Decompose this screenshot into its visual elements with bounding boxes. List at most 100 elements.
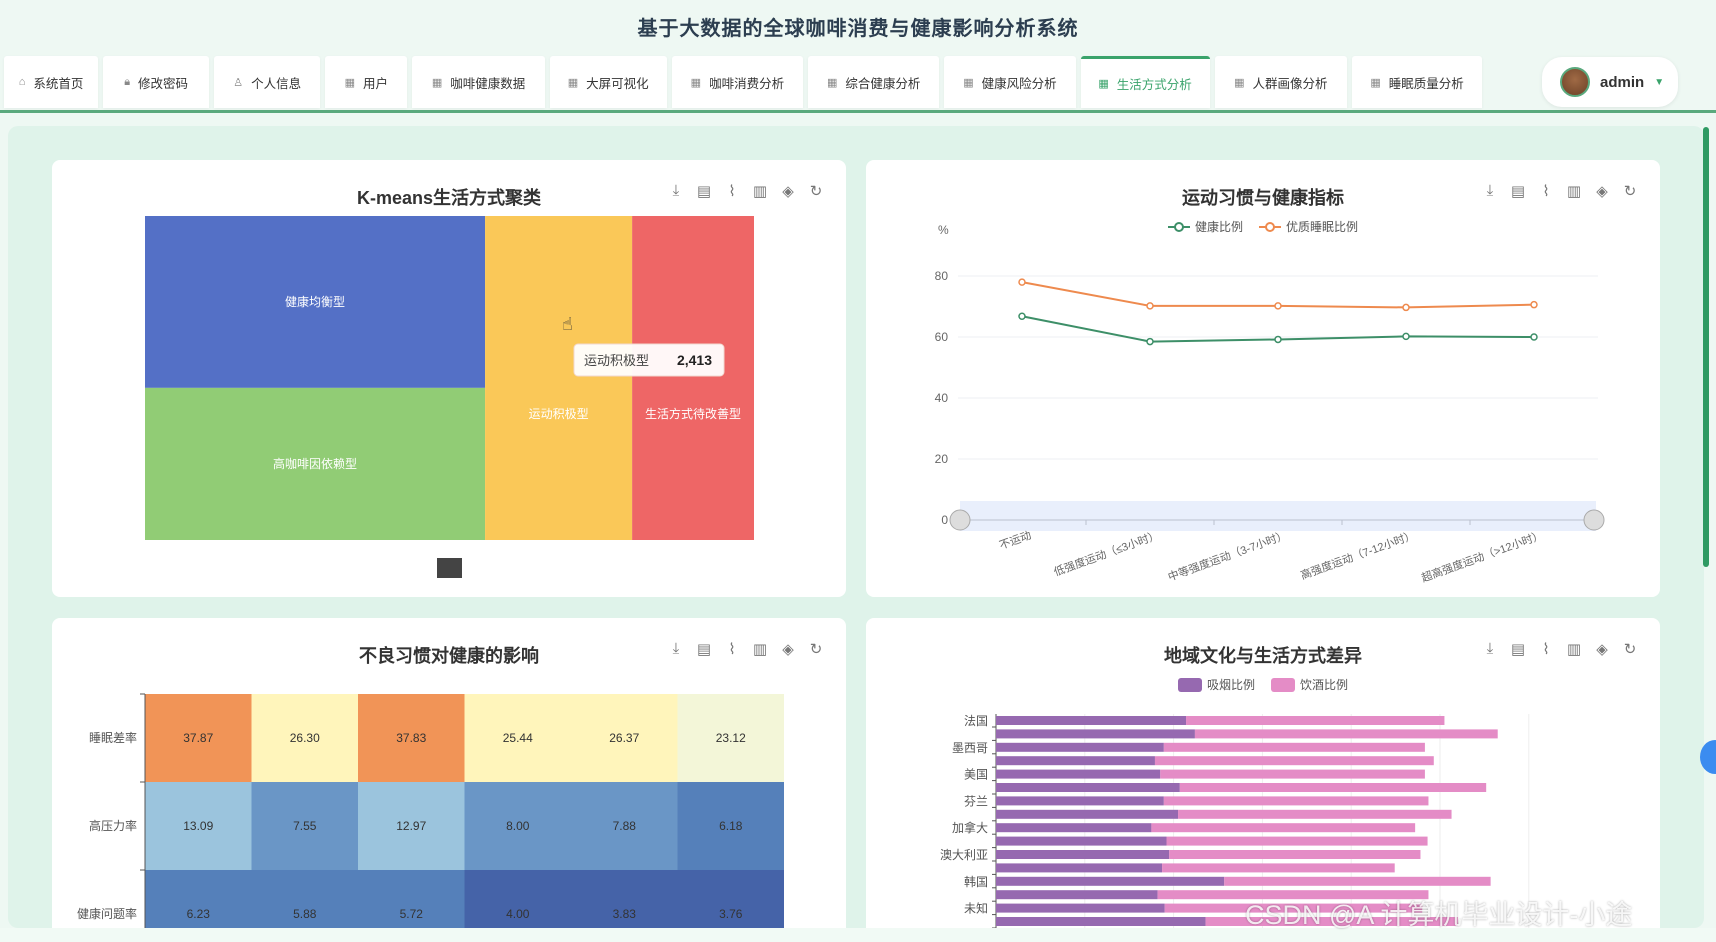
tab-1[interactable]: 🔒︎ 修改密码 [103, 56, 210, 108]
data-view-icon[interactable]: ▤ [696, 183, 712, 200]
toolbox: ⤓ ▤ ⌇ ▥ ◈ ↻ [1482, 640, 1638, 658]
data-view-icon[interactable]: ▤ [1510, 641, 1526, 658]
x-tick-label: 低强度运动（≤3小时） [1052, 528, 1161, 579]
heatmap-cell [145, 782, 252, 870]
tab-6[interactable]: ▦ 咖啡消费分析 [671, 56, 804, 108]
scrollbar[interactable] [1703, 127, 1709, 567]
bar [1151, 823, 1416, 833]
panel-bar: 地域文化与生活方式差异 ⤓ ▤ ⌇ ▥ ◈ ↻ 吸烟比例 饮酒比例 法国 墨西哥 美国 芬兰 加拿大… [866, 618, 1660, 942]
bar [996, 809, 1179, 819]
line-icon[interactable]: ⌇ [1542, 641, 1550, 658]
avatar [1560, 67, 1590, 97]
bar [1154, 756, 1434, 766]
stack-icon[interactable]: ◈ [782, 183, 794, 200]
tab-7[interactable]: ▦ 综合健康分析 [808, 56, 940, 108]
x-tick-label: 高强度运动（7-12小时） [1299, 528, 1418, 583]
bar-icon[interactable]: ▥ [1566, 183, 1582, 200]
grid-icon: ▦ [567, 76, 579, 89]
chevron-down-icon: ▼ [1654, 76, 1665, 88]
tab-label: 睡眠质量分析 [1388, 76, 1464, 91]
data-point [1146, 337, 1154, 346]
legend-item[interactable]: 优质睡眠比例 [1259, 218, 1358, 235]
datazoom-handle-right [1583, 509, 1605, 531]
stack-icon[interactable]: ◈ [782, 641, 794, 658]
legend-item[interactable]: 吸烟比例 [1177, 676, 1255, 693]
tab-4[interactable]: ▦ 咖啡健康数据 [412, 56, 545, 108]
download-icon[interactable]: ⤓ [672, 640, 680, 657]
tooltip-value: 2,413 [677, 352, 712, 368]
bar [1205, 917, 1458, 926]
line-icon[interactable]: ⌇ [728, 641, 736, 658]
tab-2[interactable]: ♙ 个人信息 [214, 56, 321, 108]
tab-label: 用户 [363, 76, 389, 91]
bar [996, 729, 1195, 739]
heatmap-cell [677, 782, 784, 870]
chart-title: K-means生活方式聚类 [356, 188, 542, 208]
watermark: CSDN @A 计算机毕业设计-小途 [1245, 900, 1633, 930]
y-label: 墨西哥 [952, 741, 988, 755]
chart-title: 不良习惯对健康的影响 [359, 646, 539, 666]
tab-label: 咖啡健康数据 [450, 76, 526, 91]
stack-icon[interactable]: ◈ [1596, 183, 1608, 200]
bar [1160, 769, 1425, 779]
y-label: 韩国 [964, 874, 988, 889]
download-icon[interactable]: ⤓ [1486, 182, 1494, 199]
bar [996, 850, 1170, 859]
refresh-icon[interactable]: ↻ [1623, 641, 1637, 658]
data-point [1146, 302, 1154, 310]
refresh-icon[interactable]: ↻ [809, 183, 823, 200]
data-view-icon[interactable]: ▤ [696, 641, 712, 658]
tab-label: 咖啡消费分析 [709, 76, 785, 91]
data-point [1018, 278, 1026, 286]
tab-9[interactable]: ▦ 生活方式分析 [1080, 56, 1210, 108]
tab-5[interactable]: ▦ 大屏可视化 [549, 56, 667, 108]
nav-bar: ⌂ 系统首页 🔒︎ 修改密码 ♙ 个人信息 ▦ 用户 ▦ 咖啡健康数据 ▦ 大屏可视化 ▦ 咖啡消费分析 ▦… [4, 56, 1716, 110]
refresh-icon[interactable]: ↻ [809, 641, 823, 658]
download-icon[interactable]: ⤓ [1486, 640, 1494, 657]
data-point [1530, 300, 1538, 309]
data-view-icon[interactable]: ▤ [1510, 183, 1526, 200]
bar [996, 756, 1155, 766]
toolbox: ⤓ ▤ ⌇ ▥ ◈ ↻ [668, 640, 824, 658]
line-icon[interactable]: ⌇ [1542, 183, 1550, 200]
panel-treemap: K-means生活方式聚类 ⤓ ▤ ⌇ ▥ ◈ ↻ 健康均衡型 高咖啡因依赖型 运动积极型 生活… [52, 160, 846, 597]
tab-8[interactable]: ▦ 健康风险分析 [944, 56, 1076, 108]
cell-value: 6.23 [187, 907, 211, 921]
tab-label: 健康风险分析 [981, 76, 1057, 91]
bar [996, 903, 1165, 913]
legend-line-marker-icon [1167, 221, 1190, 232]
cell-value: 8.00 [506, 819, 530, 833]
line-icon[interactable]: ⌇ [728, 183, 736, 200]
heatmap-cell [464, 694, 571, 782]
grid-icon: ▦ [1098, 78, 1109, 90]
legend-label: 饮酒比例 [1300, 678, 1349, 692]
legend-item[interactable]: 饮酒比例 [1271, 676, 1348, 693]
bar [996, 769, 1161, 779]
chart-title: 地域文化与生活方式差异 [1164, 646, 1362, 666]
bar [996, 836, 1167, 846]
tab-11[interactable]: ▦ 睡眠质量分析 [1351, 56, 1483, 108]
tab-0[interactable]: ⌂ 系统首页 [4, 56, 99, 108]
user-menu[interactable]: admin ▼ [1542, 57, 1678, 107]
tab-3[interactable]: ▦ 用户 [325, 56, 408, 108]
bar [1224, 876, 1491, 886]
grid-icon: ▦ [431, 76, 443, 89]
y-tick-label: 0 [941, 513, 948, 527]
tab-label: 个人信息 [251, 76, 302, 91]
download-icon[interactable]: ⤓ [672, 182, 680, 199]
legend-item[interactable]: 健康比例 [1167, 218, 1243, 235]
bar-icon[interactable]: ▥ [752, 641, 768, 658]
tab-label: 综合健康分析 [845, 76, 921, 91]
heatmap-cell [251, 782, 358, 870]
side-float-button[interactable] [1700, 740, 1716, 774]
cell-value: 13.09 [183, 819, 213, 833]
refresh-icon[interactable]: ↻ [1623, 183, 1637, 200]
bar-icon[interactable]: ▥ [752, 183, 768, 200]
tab-10[interactable]: ▦ 人群画像分析 [1214, 56, 1347, 108]
tooltip-box [573, 343, 725, 377]
y-tick-label: 40 [935, 391, 949, 405]
legend-swatch [1271, 677, 1295, 692]
bar-icon[interactable]: ▥ [1566, 641, 1582, 658]
stack-icon[interactable]: ◈ [1596, 641, 1608, 658]
heatmap-cell [677, 694, 784, 782]
